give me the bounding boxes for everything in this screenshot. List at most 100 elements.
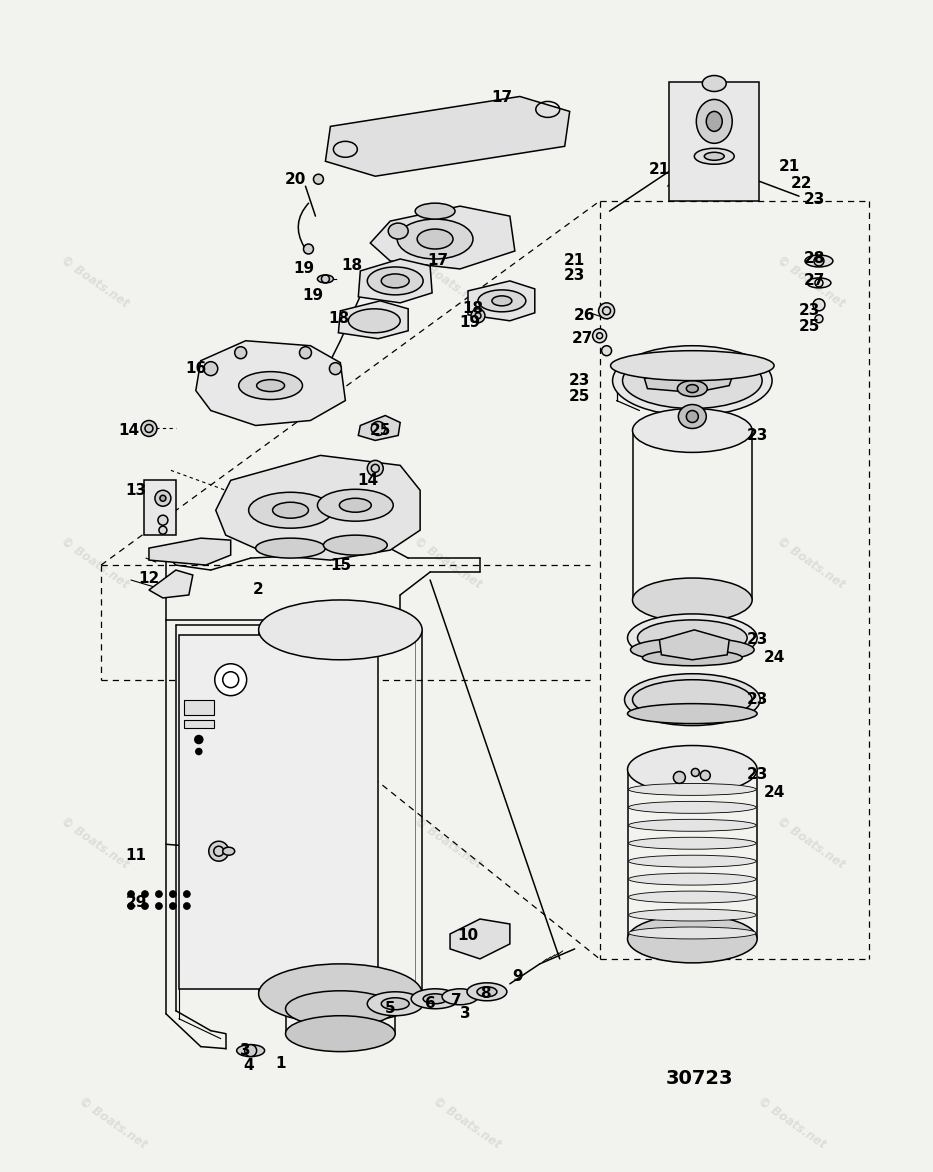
Text: © Boats.net: © Boats.net bbox=[411, 534, 484, 591]
Ellipse shape bbox=[285, 1016, 396, 1051]
Ellipse shape bbox=[628, 703, 758, 723]
Bar bbox=[184, 720, 214, 728]
Polygon shape bbox=[196, 341, 345, 425]
Circle shape bbox=[203, 362, 217, 376]
Text: 7: 7 bbox=[451, 993, 461, 1008]
Ellipse shape bbox=[382, 274, 410, 288]
Circle shape bbox=[128, 902, 134, 909]
Text: 23: 23 bbox=[746, 693, 768, 707]
Ellipse shape bbox=[629, 909, 756, 921]
Ellipse shape bbox=[411, 989, 459, 1009]
Ellipse shape bbox=[696, 100, 732, 143]
Ellipse shape bbox=[622, 353, 762, 409]
Text: © Boats.net: © Boats.net bbox=[411, 254, 484, 311]
Text: 19: 19 bbox=[459, 315, 480, 331]
Ellipse shape bbox=[687, 384, 698, 393]
Text: © Boats.net: © Boats.net bbox=[774, 254, 847, 311]
Ellipse shape bbox=[388, 223, 408, 239]
Text: 24: 24 bbox=[763, 650, 785, 666]
Ellipse shape bbox=[272, 503, 309, 518]
Circle shape bbox=[313, 175, 324, 184]
Text: 18: 18 bbox=[327, 312, 349, 326]
Ellipse shape bbox=[415, 203, 455, 219]
Ellipse shape bbox=[237, 1044, 265, 1057]
Text: © Boats.net: © Boats.net bbox=[774, 815, 847, 871]
Circle shape bbox=[215, 663, 246, 696]
Text: © Boats.net: © Boats.net bbox=[58, 815, 131, 871]
Polygon shape bbox=[339, 301, 408, 339]
Text: 10: 10 bbox=[457, 928, 479, 943]
Text: © Boats.net: © Boats.net bbox=[77, 1096, 149, 1152]
Circle shape bbox=[815, 315, 823, 322]
Ellipse shape bbox=[340, 498, 371, 512]
Ellipse shape bbox=[629, 873, 756, 885]
Ellipse shape bbox=[249, 492, 332, 529]
Text: 15: 15 bbox=[329, 558, 351, 573]
Text: 23: 23 bbox=[746, 766, 768, 782]
Circle shape bbox=[156, 891, 162, 898]
Text: © Boats.net: © Boats.net bbox=[774, 534, 847, 591]
Text: 28: 28 bbox=[803, 252, 825, 266]
Text: 1: 1 bbox=[275, 1056, 285, 1071]
Ellipse shape bbox=[706, 111, 722, 131]
Ellipse shape bbox=[704, 152, 724, 161]
Ellipse shape bbox=[477, 987, 497, 996]
Ellipse shape bbox=[478, 289, 526, 312]
Text: 5: 5 bbox=[385, 1001, 396, 1016]
Ellipse shape bbox=[629, 819, 756, 831]
Ellipse shape bbox=[442, 989, 478, 1004]
Text: 3: 3 bbox=[460, 1007, 470, 1021]
Bar bbox=[669, 82, 759, 202]
Ellipse shape bbox=[631, 638, 754, 662]
Text: 8: 8 bbox=[480, 987, 490, 1001]
Text: 27: 27 bbox=[803, 273, 825, 288]
Circle shape bbox=[691, 769, 700, 776]
Ellipse shape bbox=[382, 997, 410, 1010]
Text: 14: 14 bbox=[118, 423, 140, 438]
Circle shape bbox=[303, 244, 313, 254]
Text: 18: 18 bbox=[463, 301, 483, 316]
Text: © Boats.net: © Boats.net bbox=[430, 1096, 503, 1152]
Text: 13: 13 bbox=[125, 483, 146, 498]
Text: © Boats.net: © Boats.net bbox=[58, 254, 131, 311]
Text: 3: 3 bbox=[241, 1043, 251, 1058]
Ellipse shape bbox=[703, 75, 726, 91]
Circle shape bbox=[158, 516, 168, 525]
Text: 19: 19 bbox=[302, 288, 323, 304]
Polygon shape bbox=[149, 538, 230, 565]
Ellipse shape bbox=[467, 983, 507, 1001]
Ellipse shape bbox=[317, 275, 333, 282]
Ellipse shape bbox=[628, 915, 758, 963]
Ellipse shape bbox=[285, 990, 396, 1027]
Circle shape bbox=[235, 347, 246, 359]
Bar bbox=[144, 481, 175, 536]
Text: 24: 24 bbox=[763, 785, 785, 799]
Ellipse shape bbox=[258, 600, 422, 660]
Circle shape bbox=[141, 421, 157, 436]
Circle shape bbox=[170, 902, 176, 909]
Circle shape bbox=[599, 302, 615, 319]
Text: 23: 23 bbox=[799, 304, 820, 319]
Text: 16: 16 bbox=[185, 361, 206, 376]
Ellipse shape bbox=[492, 295, 512, 306]
Text: 29: 29 bbox=[125, 894, 146, 909]
Text: 17: 17 bbox=[492, 90, 512, 105]
Polygon shape bbox=[149, 570, 193, 598]
Ellipse shape bbox=[417, 229, 453, 248]
Ellipse shape bbox=[678, 404, 706, 429]
Circle shape bbox=[142, 891, 148, 898]
Text: 18: 18 bbox=[341, 259, 363, 273]
Text: 23: 23 bbox=[746, 633, 768, 647]
Ellipse shape bbox=[629, 891, 756, 904]
Text: 22: 22 bbox=[791, 176, 813, 191]
Ellipse shape bbox=[368, 992, 424, 1016]
Text: 6: 6 bbox=[425, 996, 436, 1011]
Text: 30723: 30723 bbox=[665, 1069, 733, 1088]
Ellipse shape bbox=[424, 994, 447, 1003]
Circle shape bbox=[814, 255, 824, 266]
Text: 21: 21 bbox=[778, 158, 800, 173]
Bar bbox=[179, 635, 378, 989]
Circle shape bbox=[244, 1044, 257, 1057]
Ellipse shape bbox=[629, 837, 756, 850]
Text: 25: 25 bbox=[569, 389, 591, 404]
